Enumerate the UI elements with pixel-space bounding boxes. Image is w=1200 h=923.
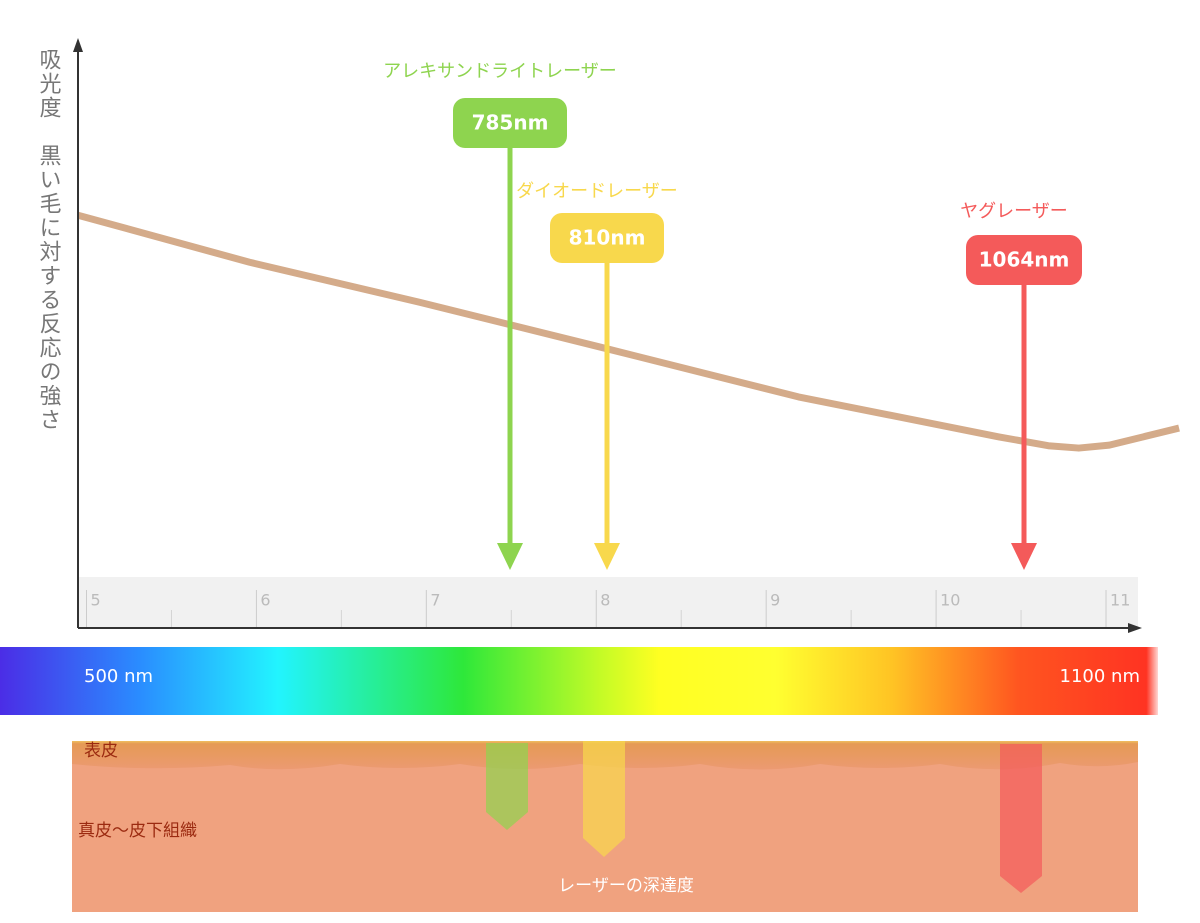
- ruler: [78, 577, 1138, 627]
- x-axis-arrow: [1128, 623, 1142, 633]
- x-tick-label: 6: [260, 591, 270, 610]
- laser-box: [453, 98, 567, 148]
- spectrum-start: 500 nm: [84, 666, 153, 687]
- laser-depth: [486, 743, 528, 830]
- dermis-label: 真皮〜皮下組織: [78, 821, 197, 841]
- spectrum-bar: [0, 647, 1158, 715]
- laser-name: アレキサンドライトレーザー: [383, 61, 617, 82]
- laser-arrowhead: [1011, 543, 1037, 570]
- x-tick-label: 8: [600, 591, 610, 610]
- x-tick-label: 5: [90, 591, 100, 610]
- laser-box: [966, 235, 1082, 285]
- laser-box: [550, 213, 664, 263]
- laser-depth: [583, 741, 625, 857]
- laser-wavelength: 785nm: [472, 111, 549, 135]
- laser-arrowhead: [594, 543, 620, 570]
- y-axis-arrow: [73, 38, 83, 52]
- laser-wavelength: 1064nm: [979, 248, 1070, 272]
- laser-name: ダイオードレーザー: [516, 181, 678, 202]
- laser-name: ヤグレーザー: [960, 201, 1068, 222]
- absorption-curve: [77, 211, 1180, 452]
- depth-caption: レーザーの深達度: [558, 876, 694, 896]
- x-tick-label: 7: [430, 591, 440, 610]
- laser-wavelength: 810nm: [569, 226, 646, 250]
- x-tick-label: 9: [770, 591, 780, 610]
- epidermis-label: 表皮: [84, 741, 118, 761]
- laser-arrowhead: [497, 543, 523, 570]
- spectrum-end: 1100 nm: [1060, 666, 1140, 687]
- y-axis-label: 吸光度 黒い毛に対する反応の強さ: [36, 48, 62, 432]
- x-tick-label: 10: [940, 591, 960, 610]
- x-tick-label: 11: [1110, 591, 1130, 610]
- laser-depth: [1000, 744, 1042, 893]
